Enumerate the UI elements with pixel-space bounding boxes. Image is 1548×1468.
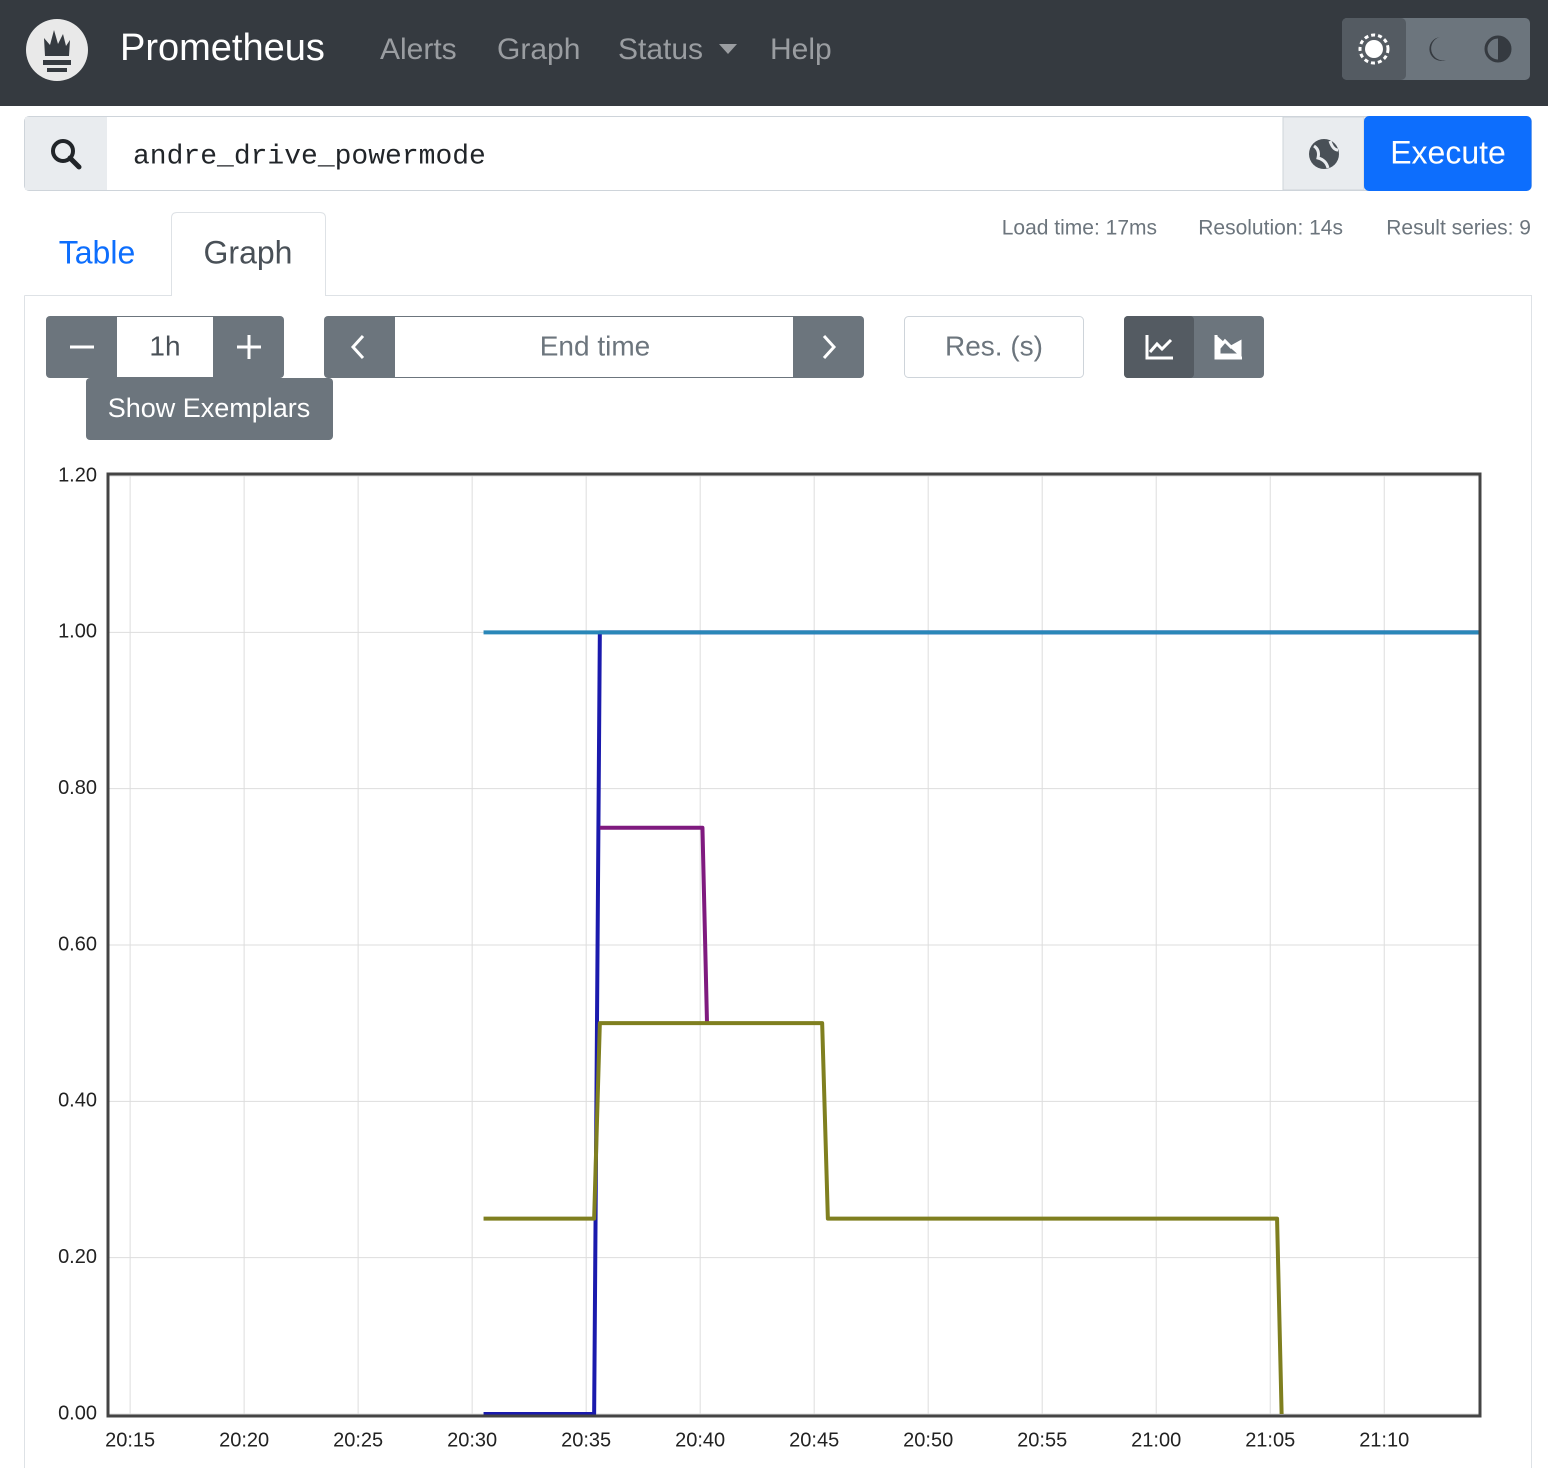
range-input[interactable] <box>117 317 213 377</box>
navbar <box>0 0 1548 106</box>
y-tick-label: 1.20 <box>58 464 97 486</box>
line-chart-icon <box>1145 335 1173 360</box>
tab-border <box>24 212 1532 1468</box>
increase-range[interactable] <box>237 335 261 359</box>
nav-link[interactable]: Alerts <box>380 33 457 66</box>
y-tick-label: 0.20 <box>58 1246 97 1268</box>
load-time: Load time: 17ms <box>1002 217 1157 240</box>
x-tick-label: 21:10 <box>1359 1429 1409 1451</box>
x-tick-label: 20:15 <box>105 1429 155 1451</box>
execute-button[interactable] <box>1364 116 1532 191</box>
plot: 0.00 0.20 0.40 0.60 0.80 1.00 1.20 20:15 20:20 20… <box>58 464 1482 1451</box>
logo-bar <box>47 68 67 72</box>
x-tick-label: 20:45 <box>789 1429 839 1451</box>
x-tick-label: 20:40 <box>675 1429 725 1451</box>
end-time-placeholder: End time <box>540 330 651 361</box>
resolution: Resolution: 14s <box>1198 217 1343 240</box>
stacked-chart-icon <box>1214 335 1242 360</box>
plot-border <box>106 472 1482 1418</box>
y-tick-label: 0.00 <box>58 1402 97 1424</box>
search-icon-handle <box>67 155 82 170</box>
series-line <box>483 1021 1284 1415</box>
next-time[interactable] <box>822 334 837 360</box>
query-input[interactable]: andre_drive_powermode <box>133 141 486 172</box>
y-tick-label: 0.40 <box>58 1090 97 1112</box>
exemplars-label: Show Exemplars <box>108 393 311 423</box>
end-time-input[interactable] <box>395 317 793 377</box>
dropdown-caret <box>719 44 737 54</box>
y-tick-label: 1.00 <box>58 621 97 643</box>
logo-flame <box>44 30 70 56</box>
theme-toggle <box>1342 18 1530 80</box>
nav-link[interactable]: Help <box>770 33 832 66</box>
x-tick-label: 20:55 <box>1017 1429 1067 1451</box>
logo-bar <box>43 60 71 65</box>
search-addon <box>25 117 107 190</box>
sun-rays <box>1358 33 1390 65</box>
exemplars-button[interactable] <box>86 378 333 440</box>
resolution-placeholder: Res. (s) <box>945 330 1043 361</box>
x-tick-label: 20:20 <box>219 1429 269 1451</box>
range-value: 1h <box>149 330 180 361</box>
nav-link[interactable]: Status <box>618 33 703 66</box>
logo[interactable] <box>26 19 88 81</box>
nav-link[interactable]: Graph <box>497 33 580 66</box>
globe-icon <box>1309 139 1339 169</box>
x-tick-label: 20:25 <box>333 1429 383 1451</box>
y-tick-label: 0.80 <box>58 777 97 799</box>
series-line <box>599 825 710 1024</box>
y-tick-label: 0.60 <box>58 933 97 955</box>
brand[interactable]: Prometheus <box>120 27 325 69</box>
x-tick-label: 21:00 <box>1131 1429 1181 1451</box>
auto-icon-half <box>1498 37 1510 61</box>
result-series: Result series: 9 <box>1386 217 1531 240</box>
x-tick-label: 21:05 <box>1245 1429 1295 1451</box>
execute-label: Execute <box>1390 134 1506 170</box>
x-tick-label: 20:50 <box>903 1429 953 1451</box>
tab-active[interactable]: Graph <box>204 234 293 270</box>
sun-icon <box>1365 40 1383 58</box>
globe-detail <box>1313 140 1339 169</box>
prev-time[interactable] <box>350 334 365 360</box>
resolution-input[interactable] <box>904 316 1084 378</box>
search-icon <box>51 139 75 163</box>
tab[interactable]: Table <box>59 234 136 270</box>
x-tick-label: 20:30 <box>447 1429 497 1451</box>
x-tick-label: 20:35 <box>561 1429 611 1451</box>
